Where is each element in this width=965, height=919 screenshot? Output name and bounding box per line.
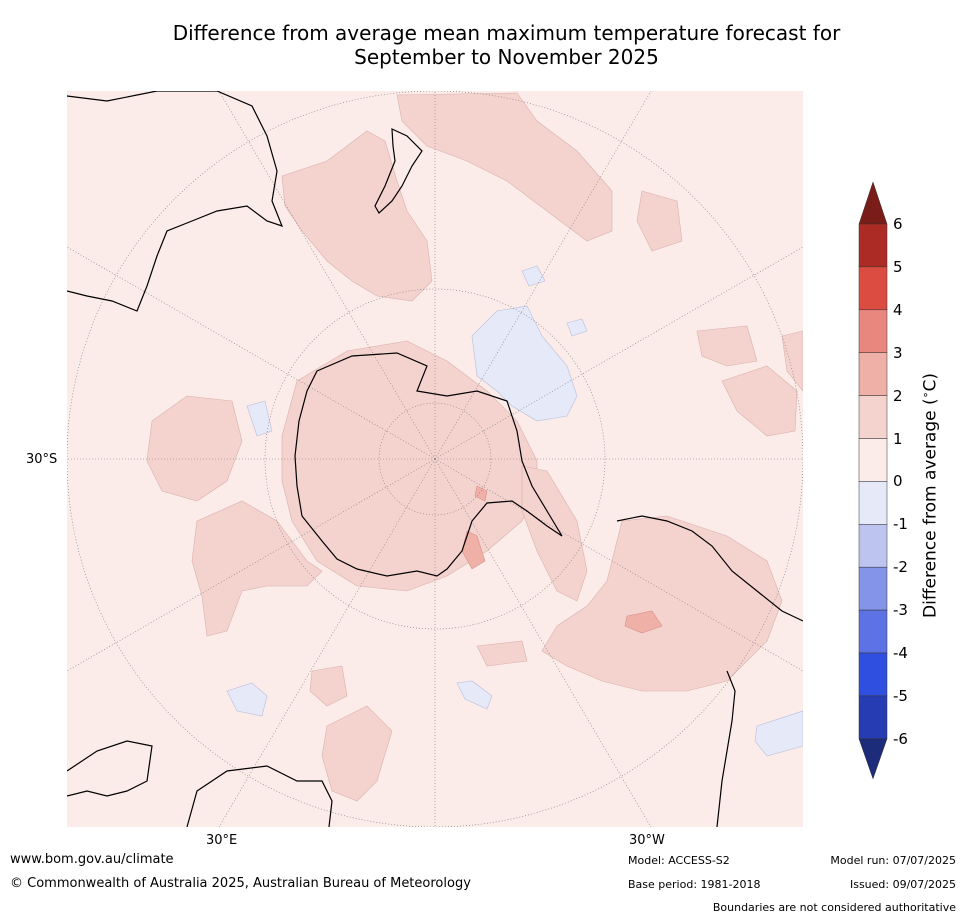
- title-line-1: Difference from average mean maximum tem…: [172, 21, 841, 45]
- anomaly-cool-areas: [226, 265, 803, 757]
- colorbar-tick-label: -5: [893, 686, 908, 705]
- colorbar-tick-label: -4: [893, 644, 908, 662]
- label-30s: 30°S: [26, 452, 58, 467]
- anomaly-region-cool-small-3: [246, 400, 273, 437]
- coastline-africa: [67, 740, 333, 827]
- colorbar-bin-6: [858, 438, 888, 482]
- anomaly-region-pacific-e1: [696, 325, 758, 367]
- anomaly-region-warmer-3: [474, 485, 488, 502]
- anomaly-region-indian: [146, 395, 243, 502]
- colorbar-tick-label: 1: [893, 429, 903, 448]
- colorbar-tick-label: 2: [893, 386, 903, 405]
- meridian-150e: [218, 91, 436, 460]
- colorbar-tick-label: 0: [893, 472, 903, 491]
- anomaly-region-cool-east: [754, 710, 803, 757]
- footer-issued: Issued: 09/07/2025: [849, 878, 956, 891]
- colorbar-tick-label: -3: [893, 601, 908, 620]
- coastline-australia: [67, 91, 284, 312]
- colorbar-axis-label-text: Difference from average (: [920, 398, 941, 618]
- anomaly-region-antarctica: [281, 340, 538, 592]
- footer-url[interactable]: www.bom.gov.au/climate: [10, 852, 174, 867]
- anomaly-region-pacific-ne: [636, 190, 683, 252]
- colorbar-tick-label: -2: [893, 558, 908, 577]
- colorbar-bin-0: [858, 181, 888, 225]
- coastline-south-america: [616, 515, 803, 827]
- meridian-30e: [218, 458, 436, 827]
- anomaly-region-midlat-2: [321, 705, 393, 802]
- colorbar-tick-label: -1: [893, 515, 908, 534]
- colorbar-tick-label: 3: [893, 343, 903, 362]
- colorbar-axis-label: Difference from average (∘C): [919, 372, 941, 618]
- footer-model-run: Model run: 07/07/2025: [830, 854, 956, 867]
- anomaly-region-south-atlantic: [191, 500, 323, 637]
- colorbar-bin-7: [858, 481, 888, 525]
- footer-copyright: © Commonwealth of Australia 2025, Austra…: [10, 876, 471, 891]
- anomaly-region-pacific-e3: [781, 330, 803, 392]
- anomaly-region-cool-small-1: [521, 265, 546, 287]
- anomaly-warm-areas: [146, 92, 803, 802]
- graticule: [67, 91, 803, 827]
- anomaly-region-nz: [281, 130, 433, 302]
- colorbar-bin-3: [858, 309, 888, 353]
- coastline-new-zealand: [374, 128, 423, 214]
- colorbar-tick-label: 6: [893, 215, 903, 233]
- anomaly-region-cool-small-2: [566, 318, 588, 337]
- colorbar-tick-label: 5: [893, 257, 903, 276]
- coastlines: [67, 91, 803, 827]
- colorbar-bin-12: [858, 695, 888, 740]
- label-30e: 30°E: [206, 833, 238, 848]
- colorbar-bin-4: [858, 352, 888, 396]
- colorbar-bin-2: [858, 266, 888, 311]
- anomaly-region-cool-pacific: [471, 305, 578, 422]
- colorbar-bin-10: [858, 609, 888, 654]
- colorbar-tick-label: 4: [893, 300, 903, 319]
- footer-model: Model: ACCESS-S2: [628, 854, 730, 867]
- label-30w: 30°W: [629, 833, 665, 848]
- meridian-30w: [434, 458, 652, 827]
- footer-disclaimer: Boundaries are not considered authoritat…: [712, 901, 956, 914]
- colorbar-bin-5: [858, 395, 888, 439]
- anomaly-region-warmer-2: [624, 610, 663, 634]
- anomaly-region-drake: [521, 465, 588, 602]
- latitude-circle-60s: [264, 288, 606, 630]
- forecast-map: [67, 91, 803, 827]
- title-line-2: September to November 2025: [354, 45, 659, 69]
- latitude-circle-80s: [378, 402, 492, 516]
- anomaly-region-cool-atlantic: [226, 682, 268, 717]
- colorbar-tick-label: -6: [893, 729, 908, 748]
- colorbar-bin-8: [858, 524, 888, 568]
- anomaly-region-midlat-1: [309, 665, 348, 707]
- anomaly-region-midlat-3: [476, 640, 528, 667]
- anomaly-region-tasman: [396, 92, 613, 242]
- anomaly-region-cool-small-4: [456, 680, 493, 710]
- colorbar-bin-11: [858, 652, 888, 697]
- chart-title: Difference from average mean maximum tem…: [0, 21, 965, 69]
- anomaly-region-south-america: [541, 515, 783, 692]
- colorbar-axis-label-unit: C): [920, 372, 941, 392]
- colorbar-bin-13: [858, 738, 888, 780]
- anomaly-region-pacific-e2: [721, 365, 798, 437]
- colorbar-bin-9: [858, 566, 888, 611]
- colorbar-bin-1: [858, 223, 888, 268]
- coastline-antarctica: [294, 352, 563, 577]
- footer-base-period: Base period: 1981-2018: [628, 878, 761, 891]
- colorbar: [858, 181, 888, 780]
- meridian-150w: [434, 91, 652, 460]
